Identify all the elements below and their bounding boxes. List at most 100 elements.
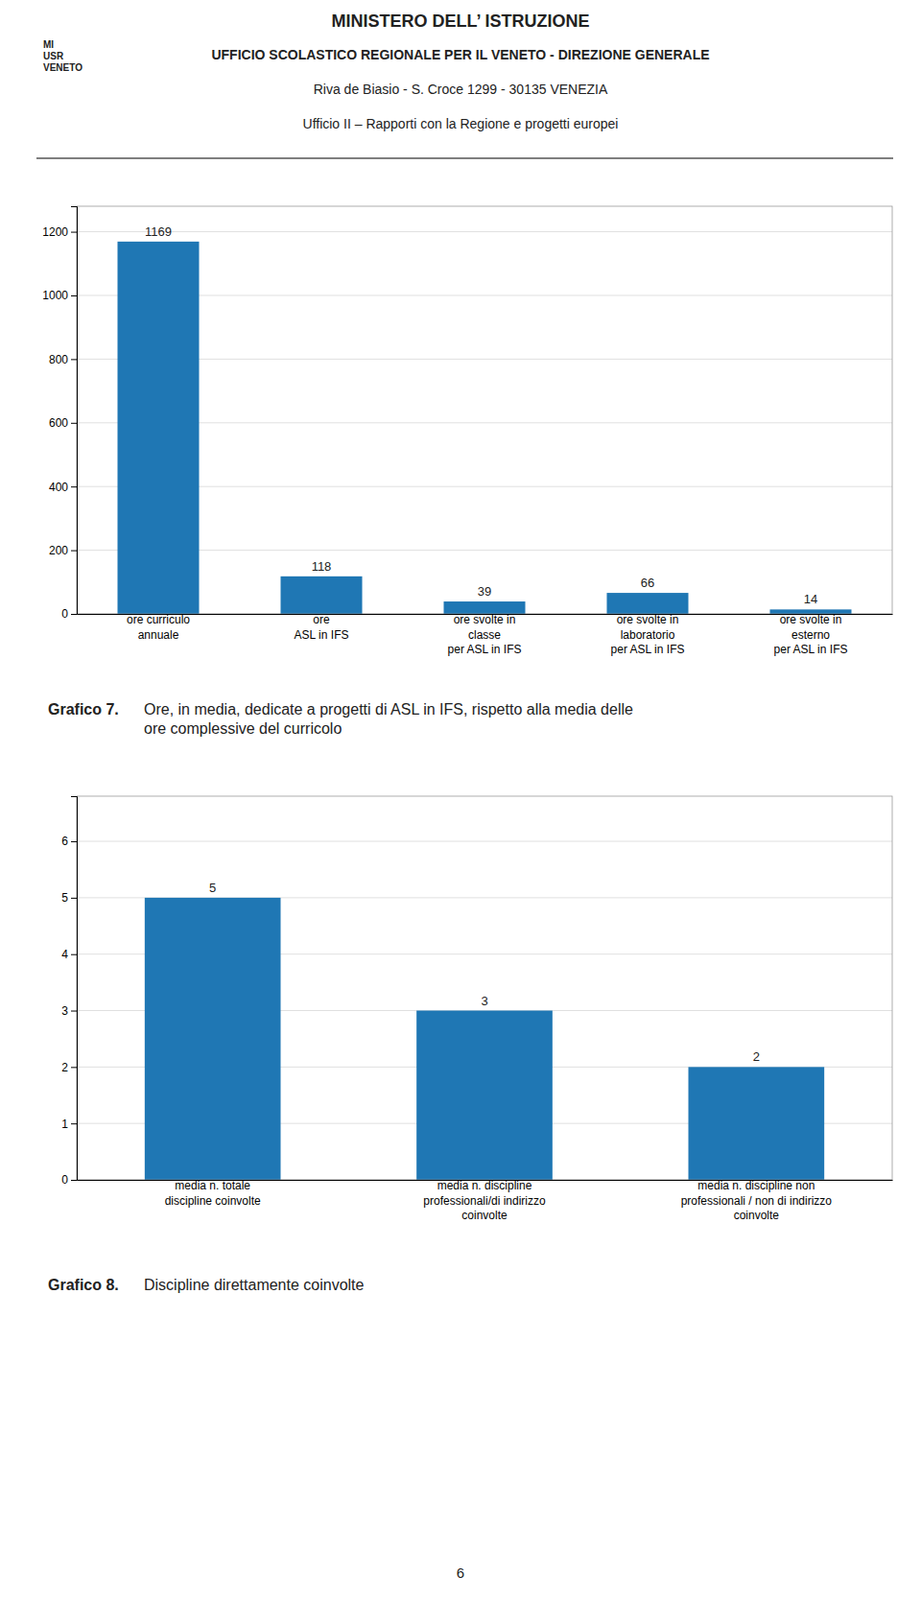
- x-tick-label: media n. disciplineprofessionali/di indi…: [423, 1179, 546, 1223]
- text-line: classe: [468, 628, 501, 642]
- x-axis: media n. totalediscipline coinvolte media…: [77, 1179, 894, 1223]
- y-axis-line: [70, 207, 78, 615]
- x-axis: ore curriculoannuale oreASL in IFS ore svo…: [77, 613, 894, 657]
- x-tick: media n. discipline nonprofessionali / n…: [681, 1179, 833, 1223]
- data-labels: 532: [209, 880, 760, 1064]
- text-line: per ASL in IFS: [611, 642, 685, 657]
- text-line: per ASL in IFS: [774, 642, 849, 657]
- y-tick-mark: [70, 486, 77, 488]
- x-tick-label: ore svolte inclasseper ASL in IFS: [448, 613, 522, 657]
- y-tick-mark: [70, 897, 77, 899]
- text-line: ore svolte in: [616, 613, 680, 627]
- text-line: Discipline direttamente coinvolte: [143, 1276, 365, 1294]
- y-tick: 5: [61, 891, 77, 905]
- x-tick-label: oreASL in IFS: [294, 613, 350, 642]
- y-tick: 1200: [42, 225, 77, 239]
- bars: [118, 241, 852, 614]
- y-tick: 1: [61, 1117, 77, 1132]
- caption: Grafico 8. Discipline direttamente coinvo…: [47, 1276, 365, 1294]
- y-tick-label: 4: [61, 947, 69, 962]
- y-tick: 200: [48, 543, 77, 558]
- data-label: 14: [803, 591, 818, 607]
- header: MINISTERO DELL’ ISTRUZIONEUFFICIO SCOLAS…: [36, 11, 894, 159]
- grid-line: [76, 841, 893, 843]
- y-tick: 2: [61, 1061, 77, 1075]
- y-tick-label: 0: [61, 607, 69, 621]
- text-line: professionali / non di indirizzo: [681, 1194, 833, 1208]
- y-tick-label: 2: [61, 1061, 69, 1075]
- y-tick: 0: [61, 607, 77, 621]
- grid-line: [76, 231, 893, 233]
- y-tick-label: 200: [48, 543, 69, 558]
- y-tick-label: 400: [48, 480, 69, 495]
- data-label: 2: [753, 1049, 760, 1064]
- header-line: Ufficio II – Rapporti con la Regione e p…: [303, 116, 619, 132]
- y-tick-label: 3: [61, 1004, 69, 1018]
- grid: [76, 841, 893, 1181]
- x-tick-label: ore svolte inesternoper ASL in IFS: [774, 613, 849, 657]
- data-label: 5: [209, 880, 216, 896]
- y-tick: 1000: [42, 288, 77, 303]
- x-tick: ore svolte inesternoper ASL in IFS: [774, 613, 849, 657]
- text-line: esterno: [791, 628, 830, 642]
- data-label: 39: [477, 584, 492, 599]
- y-tick-mark: [70, 1066, 77, 1068]
- y-tick-label: 1: [61, 1117, 69, 1132]
- chart: 0 200 400 600 800 1000 1200 ore curriculoannual…: [42, 206, 893, 737]
- x-tick: media n. totalediscipline coinvolte: [165, 1179, 261, 1208]
- y-tick: 600: [48, 416, 77, 430]
- text-line: Ore, in media, dedicate a progetti di AS…: [143, 701, 634, 718]
- text-line: per ASL in IFS: [448, 642, 522, 657]
- caption-text: Ore, in media, dedicate a progetti di AS…: [143, 701, 634, 737]
- y-axis-line: [70, 797, 78, 1181]
- chart: 0123456media n. totalediscipline coinvol…: [47, 796, 894, 1294]
- y-tick-label: 1200: [42, 225, 69, 239]
- text-line: USR: [43, 50, 65, 62]
- y-tick-mark: [70, 358, 77, 360]
- header-line: MINISTERO DELL’ ISTRUZIONE: [330, 11, 590, 31]
- text-line: coinvolte: [733, 1208, 780, 1223]
- grid: [76, 232, 893, 614]
- bar: [118, 241, 200, 614]
- y-tick-label: 5: [61, 891, 69, 905]
- y-tick-label: 600: [48, 416, 69, 430]
- y-axis: 0123456: [61, 797, 77, 1188]
- x-tick: media n. disciplineprofessionali/di indi…: [423, 1179, 546, 1223]
- y-tick: 400: [48, 480, 77, 495]
- x-tick: oreASL in IFS: [294, 613, 350, 642]
- text-line: ore: [312, 613, 331, 627]
- text-line: ore svolte in: [453, 613, 517, 627]
- text-line: annuale: [138, 628, 180, 642]
- y-tick: 6: [61, 834, 77, 849]
- y-tick-mark: [70, 1180, 77, 1181]
- y-tick-mark: [70, 423, 77, 425]
- text-line: VENETO: [43, 62, 83, 73]
- y-tick-mark: [70, 550, 77, 552]
- y-tick-mark: [70, 1123, 77, 1125]
- text-line: ore curriculo: [126, 613, 190, 627]
- x-tick-label: media n. discipline nonprofessionali / n…: [681, 1179, 833, 1223]
- bar: [607, 592, 689, 614]
- y-tick-label: 1000: [42, 288, 69, 303]
- y-tick: 800: [48, 353, 77, 367]
- caption-title: Grafico 8.: [47, 1276, 119, 1294]
- text-line: laboratorio: [620, 628, 676, 642]
- bar: [144, 897, 282, 1181]
- bar: [416, 1011, 553, 1181]
- caption: Grafico 7.Ore, in media, dedicate a prog…: [47, 701, 634, 737]
- x-tick: ore svolte inlaboratorioper ASL in IFS: [611, 613, 685, 657]
- plot-frame: [76, 796, 893, 1181]
- page-number: 6: [456, 1564, 465, 1582]
- y-tick-mark: [70, 614, 77, 615]
- text-line: media n. discipline non: [697, 1179, 815, 1193]
- x-tick: ore svolte inclasseper ASL in IFS: [448, 613, 522, 657]
- x-tick-label: media n. totalediscipline coinvolte: [165, 1179, 261, 1208]
- x-tick-label: ore svolte inlaboratorioper ASL in IFS: [611, 613, 685, 657]
- caption-text: Discipline direttamente coinvolte: [143, 1276, 365, 1294]
- y-tick-mark: [70, 232, 77, 234]
- data-label: 1169: [144, 224, 172, 239]
- text-line: MI: [43, 39, 54, 50]
- bar: [688, 1066, 826, 1181]
- text-line: professionali/di indirizzo: [423, 1194, 546, 1208]
- x-tick: ore curriculoannuale: [126, 613, 190, 642]
